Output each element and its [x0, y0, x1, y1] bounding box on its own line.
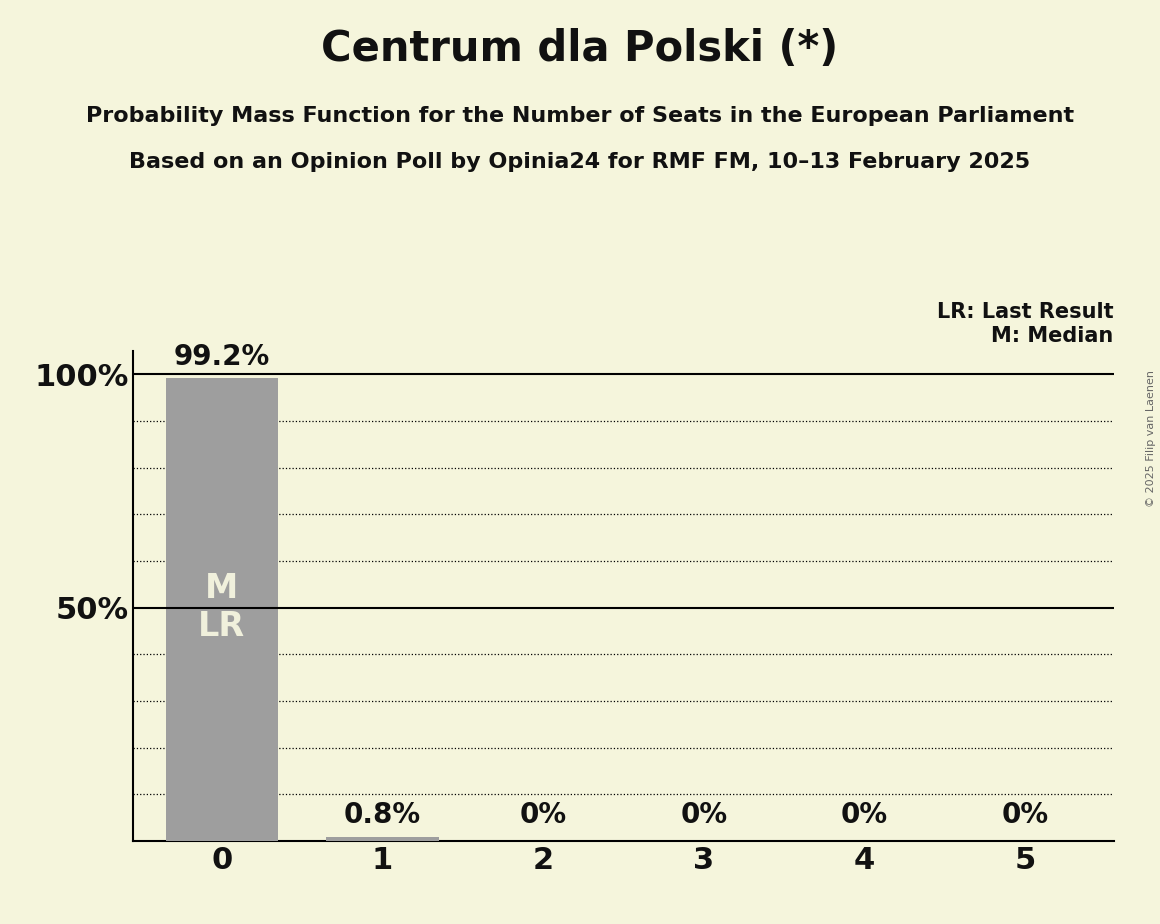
Text: 0%: 0%: [841, 801, 889, 829]
Text: 0%: 0%: [680, 801, 727, 829]
Bar: [326, 837, 438, 841]
Bar: [166, 378, 278, 841]
Text: 99.2%: 99.2%: [174, 343, 270, 371]
Text: Based on an Opinion Poll by Opinia24 for RMF FM, 10–13 February 2025: Based on an Opinion Poll by Opinia24 for…: [130, 152, 1030, 173]
Text: 0%: 0%: [520, 801, 567, 829]
Text: Centrum dla Polski (*): Centrum dla Polski (*): [321, 28, 839, 69]
Text: 0.8%: 0.8%: [343, 801, 421, 829]
Text: Probability Mass Function for the Number of Seats in the European Parliament: Probability Mass Function for the Number…: [86, 106, 1074, 127]
Text: M
LR: M LR: [198, 572, 246, 643]
Text: 0%: 0%: [1001, 801, 1049, 829]
Text: © 2025 Filip van Laenen: © 2025 Filip van Laenen: [1146, 370, 1155, 506]
Text: M: Median: M: Median: [992, 326, 1114, 346]
Text: LR: Last Result: LR: Last Result: [937, 302, 1114, 322]
